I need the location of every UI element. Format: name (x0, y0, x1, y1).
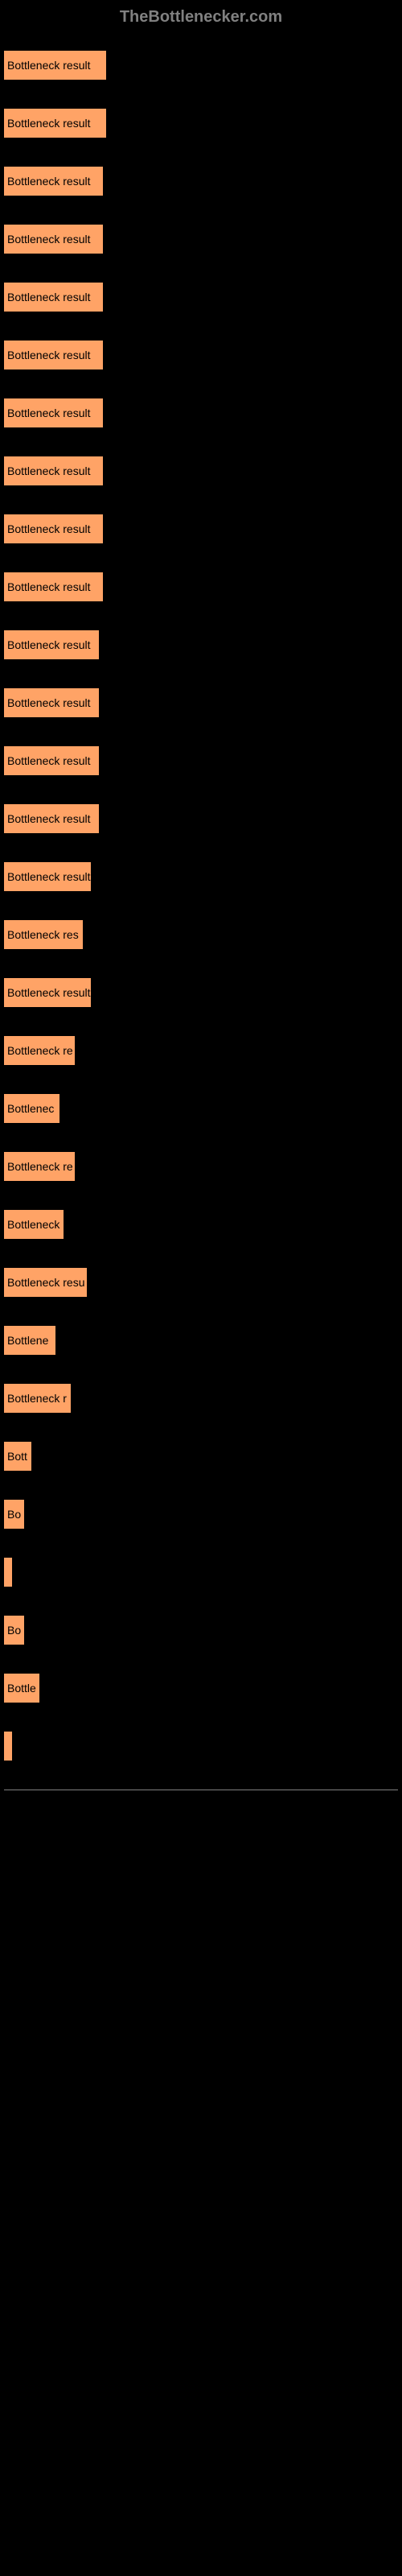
bar: Bottle (4, 1674, 39, 1703)
bar-label: Bottleneck result (7, 464, 91, 477)
bar: Bottleneck result (4, 341, 103, 369)
site-header: TheBottlenecker.com (0, 8, 402, 27)
bar-row: Bottleneck r (4, 1384, 398, 1413)
bar-label: Bott (7, 1450, 27, 1463)
bar: Bottleneck resu (4, 1268, 87, 1297)
bar-row: Bottleneck result (4, 51, 398, 80)
bar-label: Bottleneck result (7, 638, 91, 651)
bar: Bottleneck re (4, 1152, 75, 1181)
bar-row: Bottleneck result (4, 109, 398, 138)
bar-row: Bottleneck result (4, 341, 398, 369)
bar-row (4, 1558, 398, 1587)
bar: Bottleneck result (4, 51, 106, 80)
bar-label: Bottle (7, 1682, 36, 1695)
bar-row: Bottleneck result (4, 688, 398, 717)
bar-label: Bottleneck resu (7, 1276, 85, 1289)
bar-label: Bottleneck result (7, 580, 91, 593)
bar-row: Bo (4, 1500, 398, 1529)
bar-row: Bottlene (4, 1326, 398, 1355)
bar-row: Bottleneck result (4, 572, 398, 601)
bar-row: Bottleneck res (4, 920, 398, 949)
bar-label: Bottleneck result (7, 175, 91, 188)
bar-row: Bottleneck result (4, 978, 398, 1007)
bar: Bottleneck re (4, 1036, 75, 1065)
bar-label: Bo (7, 1624, 21, 1637)
bar-row: Bottleneck result (4, 225, 398, 254)
bar: Bottleneck (4, 1210, 64, 1239)
bar-label: Bottleneck result (7, 117, 91, 130)
bar: Bottleneck result (4, 225, 103, 254)
bar-row: Bottlenec (4, 1094, 398, 1123)
bar: Bottleneck result (4, 572, 103, 601)
bar-row: Bottleneck result (4, 746, 398, 775)
bar-label: Bottleneck result (7, 291, 91, 303)
bar (4, 1558, 12, 1587)
bar-chart: Bottleneck result Bottleneck result Bottle… (0, 51, 402, 1761)
bar: Bottleneck result (4, 978, 91, 1007)
bar-row: Bottleneck result (4, 630, 398, 659)
bar: Bottleneck result (4, 688, 99, 717)
bar-label: Bottleneck result (7, 754, 91, 767)
bar-row: Bottle (4, 1674, 398, 1703)
bar-label: Bottleneck result (7, 233, 91, 246)
bar: Bottleneck result (4, 514, 103, 543)
bar-label: Bottleneck result (7, 349, 91, 361)
bar-label: Bottleneck result (7, 522, 91, 535)
bar-label: Bottleneck result (7, 407, 91, 419)
bar-label: Bottleneck re (7, 1044, 73, 1057)
bar-label: Bottleneck result (7, 696, 91, 709)
bar (4, 1732, 12, 1761)
bar-row: Bottleneck (4, 1210, 398, 1239)
bar: Bottleneck result (4, 630, 99, 659)
bar: Bottleneck result (4, 167, 103, 196)
bar-label: Bottleneck r (7, 1392, 67, 1405)
bar-label: Bottleneck result (7, 59, 91, 72)
bar: Bottlene (4, 1326, 55, 1355)
bar: Bottleneck result (4, 398, 103, 427)
bar-label: Bottleneck res (7, 928, 79, 941)
bar-row: Bottleneck re (4, 1036, 398, 1065)
bar: Bottleneck result (4, 862, 91, 891)
bar: Bottleneck r (4, 1384, 71, 1413)
bar: Bottleneck result (4, 283, 103, 312)
bar: Bottleneck result (4, 804, 99, 833)
bar-row: Bottleneck result (4, 456, 398, 485)
bar-label: Bottleneck result (7, 986, 91, 999)
bar: Bottleneck result (4, 456, 103, 485)
bar-row: Bottleneck result (4, 398, 398, 427)
bar: Bottleneck res (4, 920, 83, 949)
bar-row: Bottleneck re (4, 1152, 398, 1181)
bar-label: Bottleneck result (7, 870, 91, 883)
bar-row: Bottleneck resu (4, 1268, 398, 1297)
bar: Bo (4, 1500, 24, 1529)
bar-label: Bottleneck (7, 1218, 59, 1231)
bar-label: Bottleneck result (7, 812, 91, 825)
bar-row: Bottleneck result (4, 514, 398, 543)
bar-row: Bott (4, 1442, 398, 1471)
bar-label: Bottlene (7, 1334, 48, 1347)
x-axis (0, 1790, 402, 1814)
bar-label: Bottlenec (7, 1102, 54, 1115)
bar-row: Bo (4, 1616, 398, 1645)
bar-row: Bottleneck result (4, 862, 398, 891)
bar-row: Bottleneck result (4, 167, 398, 196)
bar: Bottleneck result (4, 109, 106, 138)
bar: Bottleneck result (4, 746, 99, 775)
bar: Bott (4, 1442, 31, 1471)
bar-row (4, 1732, 398, 1761)
bar-label: Bottleneck re (7, 1160, 73, 1173)
bar-label: Bo (7, 1508, 21, 1521)
bar: Bottlenec (4, 1094, 59, 1123)
bar-row: Bottleneck result (4, 804, 398, 833)
bar: Bo (4, 1616, 24, 1645)
bar-row: Bottleneck result (4, 283, 398, 312)
